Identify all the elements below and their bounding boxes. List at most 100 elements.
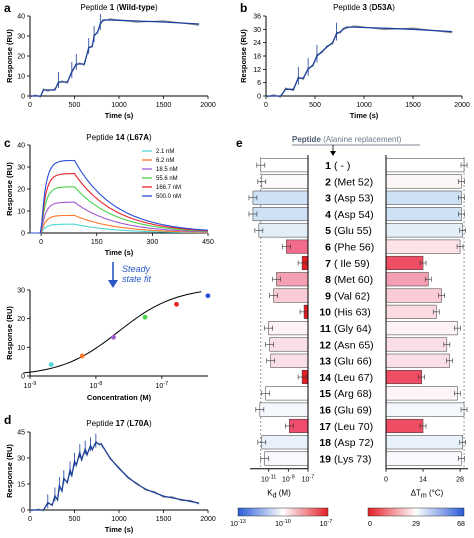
panel-e-row-number: 4 — [325, 209, 331, 221]
panel-b-y-tick-label: 12 — [253, 67, 261, 74]
panel-a-x-tick-label: 0 — [28, 102, 32, 109]
panel-b-x-tick-label: 500 — [309, 102, 321, 109]
panel-e-dtm-xlabel: ΔTm (°C) — [411, 489, 444, 500]
panel-c-letter: c — [4, 136, 11, 150]
panel-a-y-tick-label: 30 — [17, 34, 25, 41]
panel-c2-x-tick-label: 10-9 — [24, 381, 37, 390]
panel-e-header: Peptide (Alanine replacement) — [292, 135, 402, 144]
panel-e-header-arrowhead — [330, 151, 336, 156]
panel-e-dtm-tick-label: 0 — [384, 477, 388, 484]
panel-b-fit-line — [266, 26, 453, 97]
panel-e-dtm-bar — [385, 288, 442, 303]
panel-b-x-tick-label: 1000 — [356, 102, 372, 109]
panel-e-row-number: 10 — [319, 307, 331, 319]
panel-e-dtm-bar — [385, 435, 463, 450]
panel-c-y-tick-label: 10 — [17, 209, 25, 216]
panel-e-dtm-bar — [385, 402, 465, 417]
panel-e-kd-bar — [259, 402, 309, 417]
panel-b-x-tick-label: 2000 — [454, 102, 470, 109]
panel-c-ylabel: Response (RU) — [5, 162, 14, 216]
panel-c-x-tick-label: 150 — [91, 239, 103, 246]
panel-a-raw-trace — [29, 18, 200, 98]
panel-e-kd-bar — [264, 451, 309, 466]
panel-e-row-number: 16 — [319, 404, 331, 416]
panel-a-ylabel: Response (RU) — [5, 29, 14, 83]
panel-c2-data-point — [48, 362, 54, 367]
panel-e-row-number: 6 — [325, 241, 331, 253]
panel-a-fit-line — [30, 19, 200, 97]
panel-e-kd-bar — [260, 158, 309, 173]
panel-e-row-number: 9 — [325, 290, 331, 302]
panel-e-row-label: (Val 62) — [334, 290, 370, 302]
panel-c-y-tick-label: 20 — [17, 187, 25, 194]
panel-a-x-tick-label: 500 — [69, 102, 81, 109]
panel-b-letter: b — [240, 1, 247, 15]
panel-e-dtm-bar — [385, 370, 422, 385]
panel-e-row-label: ( Ile 59) — [334, 258, 370, 270]
panel-c-xlabel: Time (s) — [105, 248, 134, 257]
panel-c2-ylabel: Response (RU) — [5, 306, 14, 360]
panel-c-title: Peptide 14 (L67A) — [86, 133, 152, 142]
panel-c2-data-point — [205, 293, 211, 299]
panel-c2-data-point — [142, 314, 148, 320]
panel-a-y-tick-label: 10 — [17, 74, 25, 81]
panel-a-y-tick-label: 40 — [17, 14, 25, 21]
panel-c-y-tick-label: 0 — [21, 231, 25, 238]
panel-d-x-tick-label: 500 — [69, 516, 81, 523]
panel-b-y-tick-label: 6 — [257, 80, 261, 87]
panel-c2-data-point — [79, 353, 85, 359]
panel-d-ylabel: Response (RU) — [5, 444, 14, 498]
panel-e-row-label: (Leu 70) — [334, 421, 373, 433]
panel-b-y-tick-label: 36 — [253, 14, 261, 21]
panel-e-dtm-colorbar-min: 0 — [368, 521, 372, 528]
panel-c2-data-point — [174, 301, 179, 307]
panel-c-series-line — [30, 223, 208, 234]
panel-b-y-tick-label: 18 — [253, 54, 261, 61]
panel-e-dtm-colorbar-mid: 29 — [412, 521, 420, 528]
panel-e-dtm-bar — [385, 321, 458, 336]
panel-e-row-label: (Glu 69) — [334, 404, 372, 416]
panel-e-dtm-bar — [385, 190, 462, 205]
panel-a-x-tick-label: 2000 — [200, 102, 216, 109]
panel-e-kd-bar — [258, 223, 309, 238]
panel-c2-y-tick-label: 20 — [17, 316, 25, 323]
panel-e-kd-tick-label: 10-11 — [261, 475, 276, 484]
panel-c2-data-point — [111, 334, 116, 340]
panel-e-row-number: 14 — [319, 372, 331, 384]
panel-d-x-tick-label: 0 — [28, 516, 32, 523]
panel-e-dtm-bar — [385, 418, 424, 433]
panel-e-dtm-bar — [385, 255, 424, 270]
panel-c2-x-tick-label: 10-8 — [90, 381, 103, 390]
panel-d-x-tick-label: 1500 — [156, 516, 172, 523]
panel-b-x-tick-label: 1500 — [405, 102, 421, 109]
panel-e-row-label: (Lys 73) — [334, 453, 372, 465]
panel-e-kd-bar — [261, 435, 309, 450]
panel-e-row-label: ( - ) — [334, 160, 350, 172]
panel-e-row-number: 7 — [325, 258, 331, 270]
panel-e-kd-xlabel: Kd (M) — [267, 489, 291, 500]
panel-e-dtm-colorbar — [367, 507, 465, 517]
panel-c-series-line — [30, 159, 209, 234]
panel-d-letter: d — [4, 413, 11, 427]
panel-e-row-label: (Arg 68) — [334, 388, 372, 400]
panel-e-kd-colorbar-mid: 10-10 — [275, 519, 291, 528]
panel-d-raw-trace — [29, 440, 200, 512]
panel-e-row-label: (Glu 55) — [334, 225, 372, 237]
panel-c2-x-tick-label: 10-7 — [156, 381, 169, 390]
panel-e-dtm-bar — [385, 207, 462, 222]
panel-d-y-tick-label: 0 — [21, 508, 25, 515]
panel-e-dtm-bar — [385, 158, 465, 173]
panel-e-row-label: (Leu 67) — [334, 372, 373, 384]
panel-d-y-tick-label: 15 — [17, 482, 25, 489]
panel-c2-y-tick-label: 0 — [21, 374, 25, 381]
panel-e-row-number: 19 — [319, 453, 331, 465]
panel-a-x-tick-label: 1000 — [111, 102, 127, 109]
panel-e-dtm-bar — [385, 353, 450, 368]
panel-c-legend-label: 6.2 nM — [156, 158, 174, 164]
panel-c-series-line — [30, 201, 208, 234]
panel-e-kd-colorbar-max: 10-7 — [320, 519, 333, 528]
panel-b-y-tick-label: 0 — [257, 94, 261, 101]
panel-e-kd-tick-label: 10-7 — [302, 475, 315, 484]
panel-e-dtm-bar — [385, 239, 461, 254]
